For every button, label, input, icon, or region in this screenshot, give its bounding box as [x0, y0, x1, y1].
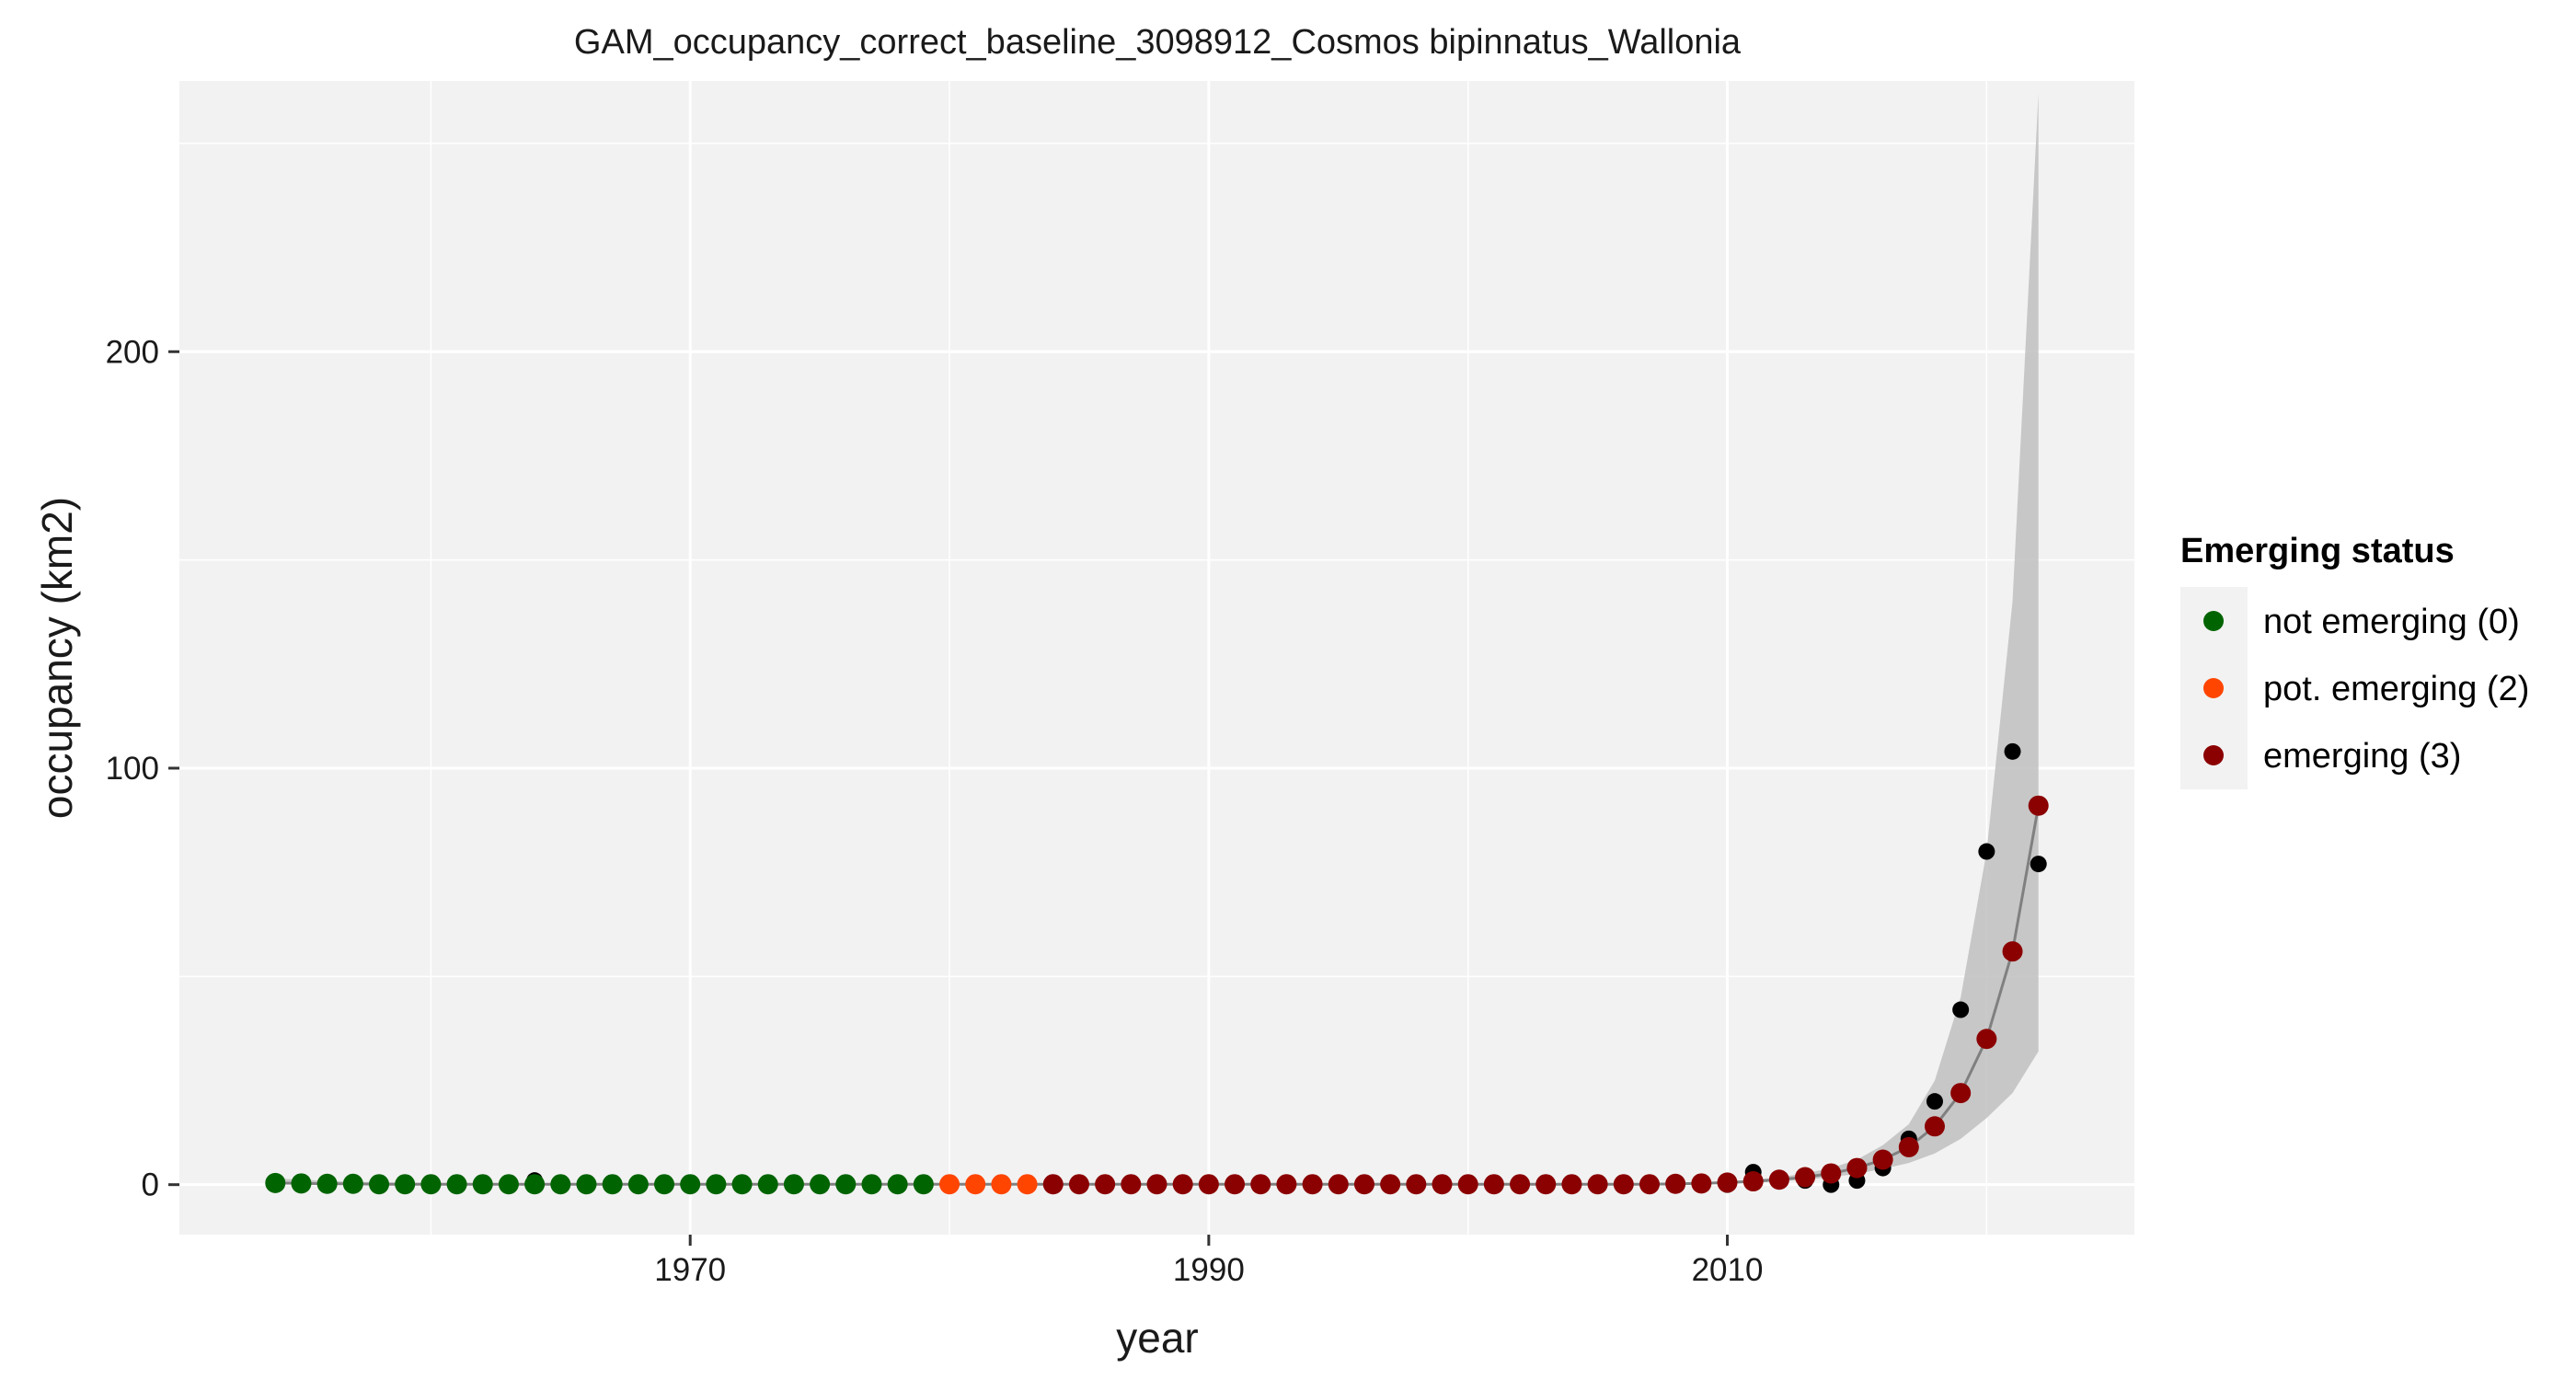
fitted-status-points	[265, 795, 2049, 1195]
fitted-point	[731, 1174, 753, 1195]
fitted-point	[1872, 1149, 1893, 1170]
fitted-point	[1302, 1174, 1323, 1195]
fitted-point	[1665, 1173, 1686, 1194]
fitted-point	[810, 1174, 831, 1195]
fitted-point	[939, 1174, 960, 1195]
fitted-point	[1225, 1174, 1246, 1195]
fitted-point	[472, 1174, 493, 1195]
fitted-point	[1042, 1174, 1064, 1195]
legend-label: not emerging (0)	[2263, 603, 2520, 641]
fitted-point	[1017, 1174, 1038, 1195]
y-axis-title: occupancy (km2)	[33, 497, 81, 819]
fitted-point	[1587, 1174, 1608, 1195]
fitted-point	[1821, 1163, 1842, 1184]
fitted-point	[1535, 1174, 1557, 1195]
fitted-point	[965, 1174, 986, 1195]
fitted-point	[991, 1174, 1012, 1195]
plot-panel	[179, 81, 2134, 1235]
fitted-point	[783, 1174, 804, 1195]
fitted-point	[861, 1174, 882, 1195]
legend-title: Emerging status	[2180, 532, 2455, 570]
fitted-point	[1483, 1174, 1504, 1195]
y-tick-label: 100	[106, 751, 159, 787]
fitted-point	[654, 1174, 675, 1195]
fitted-point	[1846, 1157, 1868, 1179]
fitted-point	[1898, 1136, 1919, 1157]
legend-key-dot	[2203, 611, 2224, 631]
fitted-point	[291, 1173, 312, 1194]
fitted-point	[1613, 1174, 1634, 1195]
fitted-point	[1095, 1174, 1116, 1195]
fitted-point	[1561, 1174, 1582, 1195]
fitted-point	[1795, 1167, 1816, 1188]
observed-point	[1926, 1093, 1943, 1110]
fitted-point	[395, 1174, 416, 1195]
fitted-point	[1924, 1116, 1945, 1137]
observed-point	[1978, 843, 1995, 860]
fitted-point	[1950, 1083, 1972, 1104]
fitted-point	[1768, 1169, 1789, 1190]
fitted-point	[1068, 1174, 1089, 1195]
fitted-point	[706, 1174, 727, 1195]
fitted-point	[1146, 1174, 1167, 1195]
legend-key-dot	[2203, 745, 2224, 765]
fitted-point	[1121, 1174, 1142, 1195]
fitted-point	[1717, 1172, 1738, 1193]
fitted-point	[524, 1174, 546, 1195]
fitted-point	[498, 1174, 519, 1195]
legend-entries: not emerging (0) pot. emerging (2) emergin…	[2203, 603, 2529, 776]
legend-key-dot	[2203, 678, 2224, 698]
fitted-point	[887, 1174, 908, 1195]
y-axis: 0 100 200	[106, 334, 179, 1203]
legend: Emerging status not emerging (0) pot. eme…	[2180, 532, 2529, 789]
fitted-point	[1406, 1174, 1427, 1195]
y-tick-label: 200	[106, 334, 159, 370]
x-tick-label: 1990	[1173, 1252, 1245, 1288]
x-axis-title: year	[1116, 1314, 1198, 1362]
fitted-point	[835, 1174, 857, 1195]
fitted-point	[1742, 1171, 1764, 1192]
fitted-point	[2028, 795, 2049, 816]
fitted-point	[913, 1174, 934, 1195]
observed-point	[1952, 1001, 1970, 1018]
fitted-point	[1380, 1174, 1401, 1195]
fitted-point	[1432, 1174, 1453, 1195]
x-tick-label: 2010	[1692, 1252, 1764, 1288]
x-tick-label: 1970	[654, 1252, 726, 1288]
legend-label: pot. emerging (2)	[2263, 670, 2529, 708]
fitted-point	[1276, 1174, 1297, 1195]
fitted-point	[576, 1174, 597, 1195]
fitted-point	[627, 1174, 649, 1195]
fitted-point	[550, 1174, 571, 1195]
fitted-point	[316, 1173, 338, 1194]
fitted-point	[757, 1174, 778, 1195]
minor-gridlines	[179, 81, 2134, 1235]
fitted-point	[1172, 1174, 1193, 1195]
fitted-point	[1691, 1173, 1712, 1194]
y-tick-label: 0	[142, 1167, 159, 1203]
fitted-point	[1510, 1174, 1531, 1195]
legend-label: emerging (3)	[2263, 737, 2461, 776]
fitted-point	[1457, 1174, 1478, 1195]
chart-title: GAM_occupancy_correct_baseline_3098912_C…	[574, 23, 1742, 62]
fitted-point	[446, 1174, 467, 1195]
fitted-point	[369, 1174, 390, 1195]
fitted-point	[420, 1174, 442, 1195]
fitted-point	[680, 1174, 701, 1195]
x-axis: 1970 1990 2010	[654, 1235, 1763, 1288]
fitted-point	[342, 1173, 363, 1194]
fitted-point	[1250, 1174, 1271, 1195]
fitted-point	[1198, 1174, 1219, 1195]
fitted-point	[1976, 1029, 1997, 1050]
fitted-point	[2002, 941, 2023, 962]
fitted-point	[1328, 1174, 1349, 1195]
fitted-point	[1353, 1174, 1374, 1195]
fitted-point	[602, 1174, 623, 1195]
observed-point	[2030, 856, 2047, 873]
fitted-point	[265, 1172, 286, 1193]
observed-point	[2004, 742, 2021, 760]
fitted-point	[1639, 1174, 1660, 1195]
